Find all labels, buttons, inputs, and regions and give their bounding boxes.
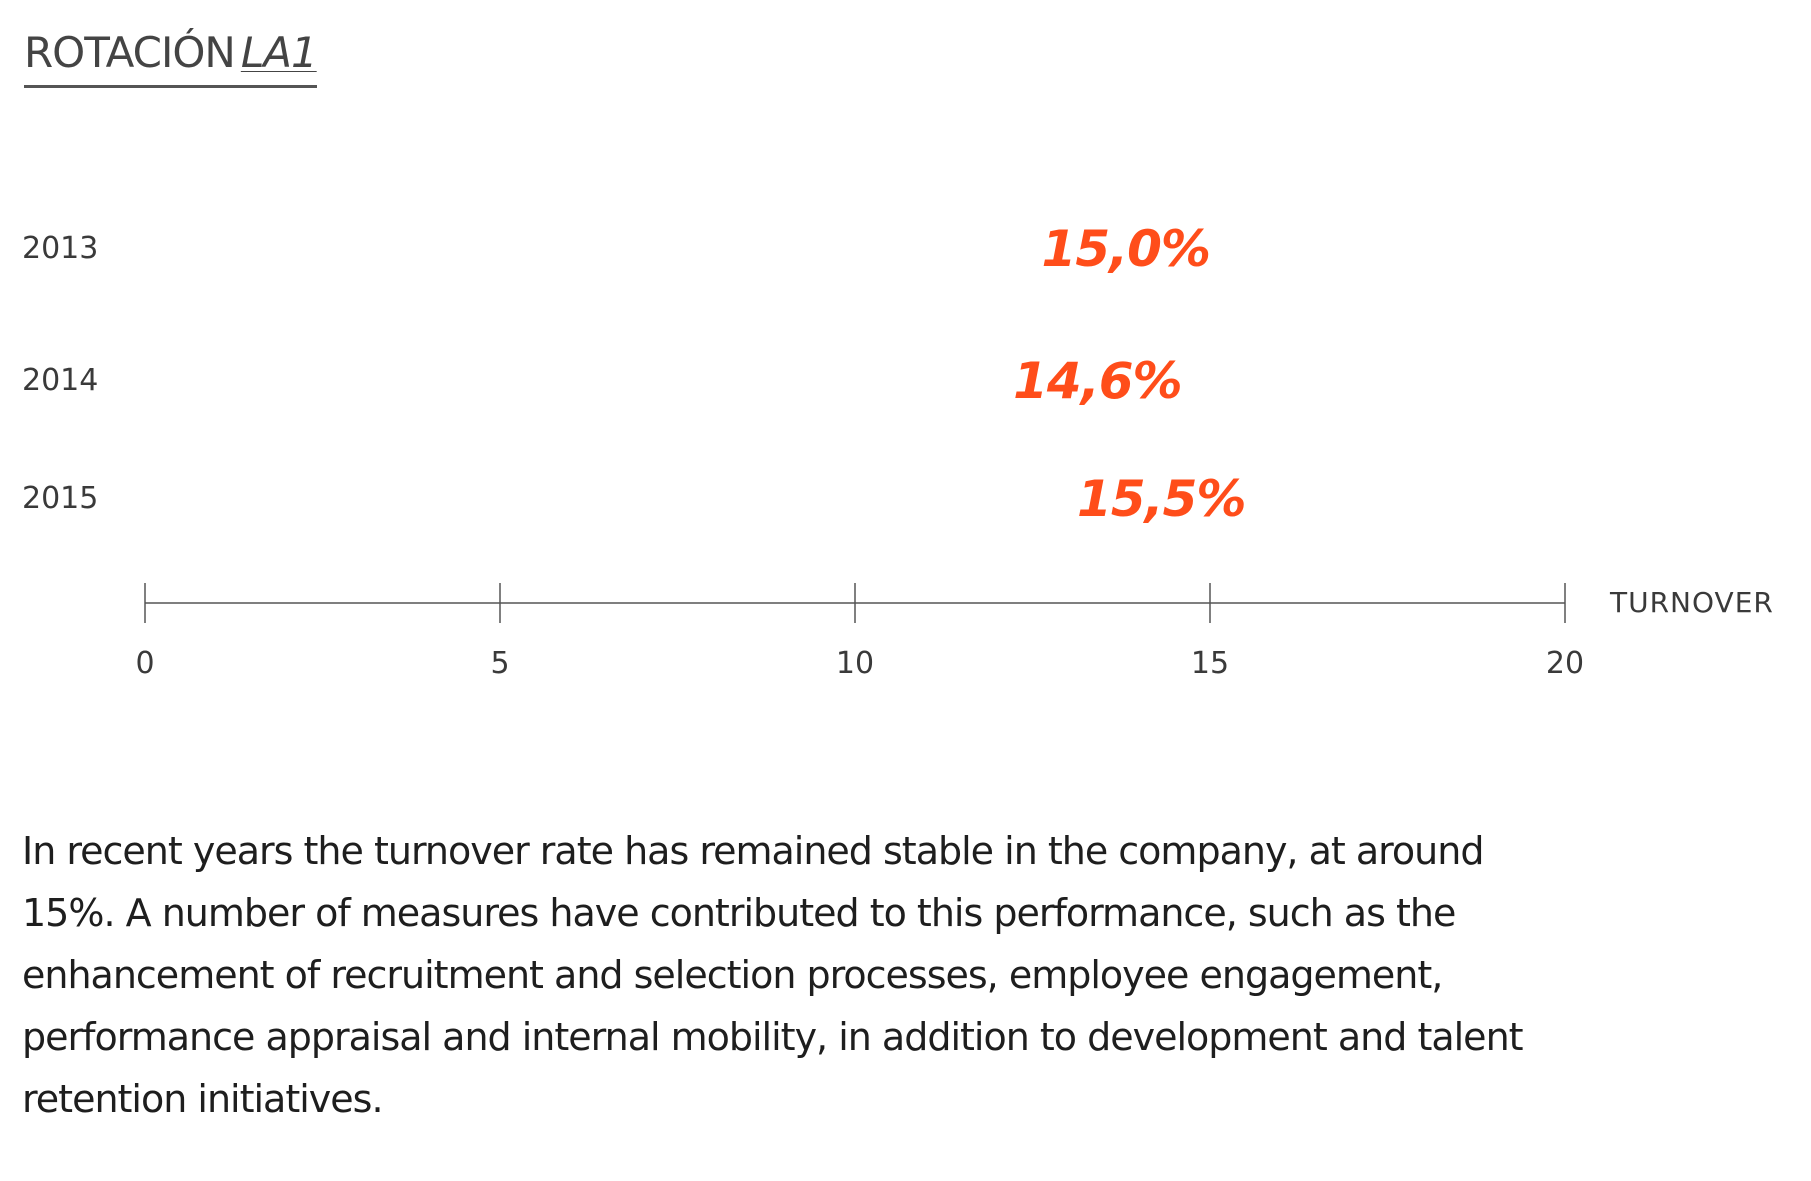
- category-label-2015: 2015: [22, 481, 98, 516]
- body-paragraph: In recent years the turnover rate has re…: [22, 829, 1524, 1121]
- x-tick-label-10: 10: [836, 646, 874, 681]
- x-axis-label: TURNOVER: [1609, 586, 1774, 619]
- x-tick-label-20: 20: [1546, 646, 1584, 681]
- turnover-chart: 2013 15,0% 2014 14,6% 2015 15,5% 0 5 10 15 20 TURNO…: [22, 220, 1774, 681]
- chart-heading: ROTACIÓN LA1: [24, 28, 318, 88]
- chart-heading-code: LA1: [240, 28, 318, 77]
- category-label-2014: 2014: [22, 363, 98, 398]
- x-tick-label-0: 0: [135, 646, 154, 681]
- x-tick-label-5: 5: [490, 646, 509, 681]
- x-tick-label-15: 15: [1191, 646, 1229, 681]
- value-label-2014: 14,6%: [1013, 352, 1181, 410]
- value-label-2015: 15,5%: [1077, 470, 1245, 528]
- value-label-2013: 15,0%: [1042, 220, 1210, 278]
- category-label-2013: 2013: [22, 231, 98, 266]
- chart-heading-title: ROTACIÓN: [24, 28, 236, 77]
